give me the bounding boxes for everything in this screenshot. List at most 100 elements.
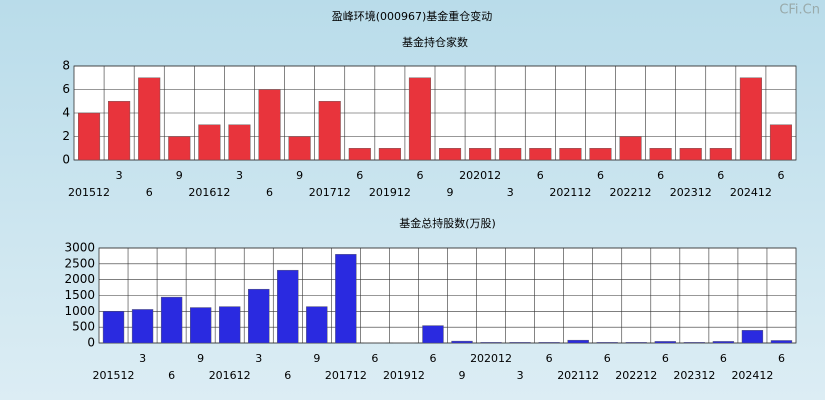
y-tick-label: 6 — [62, 82, 70, 96]
bar — [769, 124, 792, 161]
bar — [649, 148, 672, 161]
y-tick-label: 1000 — [64, 304, 95, 318]
x-tick-label: 201912 — [369, 186, 411, 199]
x-tick-label: 202312 — [673, 369, 715, 382]
x-tick-label: 202412 — [730, 186, 772, 199]
bar — [378, 148, 401, 161]
y-tick-label: 0 — [62, 153, 70, 167]
x-tick-label: 9 — [176, 169, 183, 182]
bar — [168, 136, 191, 161]
bar — [712, 341, 735, 344]
x-tick-label: 202312 — [670, 186, 712, 199]
x-tick-label: 6 — [604, 352, 611, 365]
x-tick-label: 201512 — [93, 369, 135, 382]
x-tick-label: 6 — [717, 169, 724, 182]
x-tick-label: 6 — [266, 186, 273, 199]
x-tick-label: 3 — [517, 369, 524, 382]
x-tick-label: 3 — [236, 169, 243, 182]
x-tick-label: 9 — [459, 369, 466, 382]
x-tick-label: 3 — [507, 186, 514, 199]
y-tick-label: 500 — [72, 320, 95, 334]
y-tick-label: 1500 — [64, 288, 95, 302]
bar — [469, 148, 492, 161]
bar — [422, 325, 444, 344]
bar — [529, 148, 552, 161]
watermark: CFi.Cn — [779, 3, 820, 18]
bar — [335, 254, 357, 344]
bar — [219, 306, 241, 344]
x-tick-label: 6 — [662, 352, 669, 365]
bar — [198, 124, 221, 161]
x-tick-label: 9 — [296, 169, 303, 182]
x-tick-label: 6 — [356, 169, 363, 182]
bar — [625, 342, 647, 344]
x-tick-label: 6 — [720, 352, 727, 365]
bar — [499, 148, 522, 161]
bar — [306, 306, 328, 344]
bar — [709, 148, 732, 161]
x-tick-label: 201512 — [68, 186, 110, 199]
bar — [509, 342, 531, 344]
bar — [160, 296, 183, 344]
x-tick-label: 202212 — [610, 186, 652, 199]
bar — [102, 311, 125, 344]
y-tick-label: 2000 — [64, 272, 95, 286]
y-tick-label: 2 — [62, 129, 70, 143]
bar — [277, 269, 299, 344]
x-tick-label: 9 — [197, 352, 204, 365]
x-tick-label: 6 — [168, 369, 175, 382]
bar — [559, 148, 582, 161]
bar — [596, 342, 618, 344]
x-tick-label: 3 — [255, 352, 262, 365]
bar — [408, 77, 431, 161]
bar — [770, 340, 793, 344]
bar — [679, 148, 702, 161]
bar — [318, 101, 341, 161]
x-tick-label: 6 — [284, 369, 291, 382]
x-tick-label: 6 — [371, 352, 378, 365]
x-tick-label: 202412 — [731, 369, 773, 382]
page-title: 盈峰环境(000967)基金重仓变动 — [332, 9, 493, 23]
bar — [108, 101, 131, 161]
bar — [131, 309, 154, 344]
x-tick-label: 9 — [313, 352, 320, 365]
bar — [439, 148, 462, 161]
x-tick-label: 201612 — [209, 369, 251, 382]
x-tick-label: 6 — [777, 169, 784, 182]
bar — [538, 342, 560, 344]
y-tick-label: 8 — [62, 59, 70, 73]
x-tick-label: 6 — [778, 352, 785, 365]
chart-title: 基金持仓家数 — [402, 35, 468, 49]
bar — [189, 307, 212, 344]
x-tick-label: 6 — [429, 352, 436, 365]
bar — [589, 148, 612, 161]
x-tick-label: 6 — [537, 169, 544, 182]
bar — [228, 124, 251, 161]
bar — [739, 77, 762, 161]
bar — [288, 136, 311, 161]
x-tick-label: 3 — [116, 169, 123, 182]
bar — [248, 288, 270, 344]
x-tick-label: 201712 — [325, 369, 367, 382]
x-tick-label: 202012 — [470, 352, 512, 365]
x-tick-label: 6 — [657, 169, 664, 182]
bar — [138, 77, 161, 161]
bar — [654, 341, 676, 344]
x-tick-label: 202012 — [459, 169, 501, 182]
y-tick-label: 3000 — [64, 241, 95, 255]
x-tick-label: 202112 — [557, 369, 599, 382]
bar — [258, 89, 281, 161]
bar — [348, 148, 371, 161]
x-tick-label: 6 — [597, 169, 604, 182]
x-tick-label: 201612 — [188, 186, 230, 199]
chart-title: 基金总持股数(万股) — [399, 216, 496, 230]
y-tick-label: 4 — [62, 106, 70, 120]
bar — [567, 339, 589, 344]
bar — [619, 136, 642, 161]
bar — [683, 342, 706, 344]
x-tick-label: 201712 — [309, 186, 351, 199]
x-tick-label: 6 — [416, 169, 423, 182]
y-tick-label: 0 — [87, 336, 95, 350]
x-tick-label: 202112 — [549, 186, 591, 199]
